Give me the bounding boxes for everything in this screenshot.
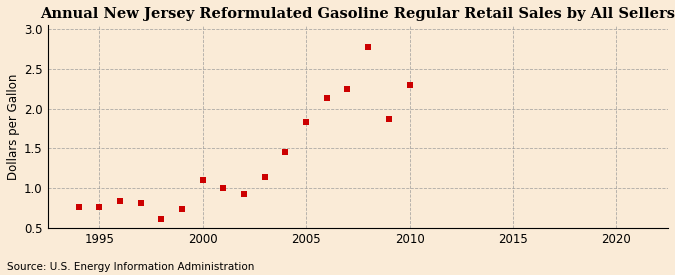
Point <box>404 82 415 87</box>
Point <box>218 185 229 190</box>
Point <box>156 216 167 221</box>
Point <box>259 175 270 179</box>
Point <box>362 45 373 50</box>
Point <box>135 200 146 205</box>
Point <box>321 96 332 100</box>
Point <box>73 205 84 210</box>
Title: Annual New Jersey Reformulated Gasoline Regular Retail Sales by All Sellers: Annual New Jersey Reformulated Gasoline … <box>40 7 675 21</box>
Point <box>383 117 394 121</box>
Point <box>301 120 312 124</box>
Point <box>177 207 188 211</box>
Y-axis label: Dollars per Gallon: Dollars per Gallon <box>7 73 20 180</box>
Point <box>239 192 250 196</box>
Point <box>115 199 126 203</box>
Text: Source: U.S. Energy Information Administration: Source: U.S. Energy Information Administ… <box>7 262 254 272</box>
Point <box>342 86 353 91</box>
Point <box>197 177 208 182</box>
Point <box>94 205 105 210</box>
Point <box>280 150 291 155</box>
